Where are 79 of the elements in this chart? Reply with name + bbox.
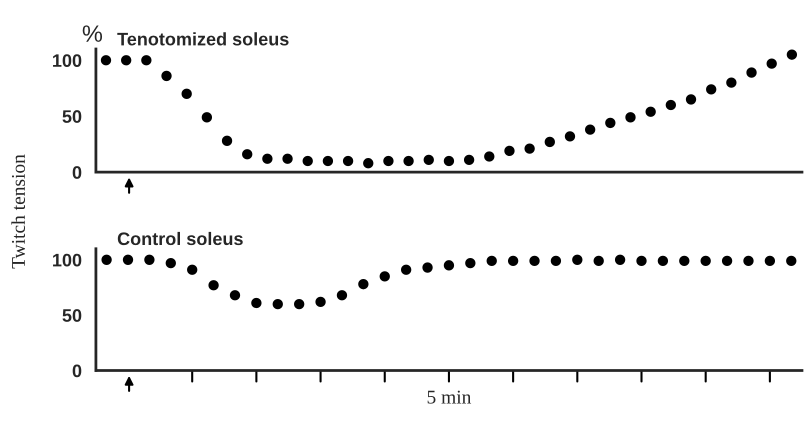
point [464,154,474,165]
point [380,271,390,282]
point [251,298,262,308]
point [444,156,454,166]
point [544,136,555,148]
point [202,112,212,122]
point [342,156,354,166]
point [564,131,576,142]
x-axis-title: 5 min [428,390,472,404]
point [700,256,711,266]
point [144,254,155,265]
point [550,256,562,266]
point [504,146,515,156]
point [122,254,134,265]
y-tick-label: 50 [62,309,82,322]
y-tick-label: 100 [53,54,82,67]
point [363,158,374,168]
point [605,118,616,128]
point [686,94,696,105]
point [484,151,494,162]
point [746,67,757,78]
point [444,260,454,270]
point [242,149,252,160]
y-tick-label: 50 [62,110,82,123]
point [302,156,313,166]
point [182,88,192,99]
point [594,256,604,266]
point [161,70,172,82]
point [262,154,273,164]
point [625,112,636,122]
point [743,256,754,266]
chart-title: Control soleus [118,232,243,246]
point [786,50,798,60]
point [403,156,414,166]
point [658,256,668,266]
point [636,256,647,266]
point [315,296,326,308]
point [282,154,293,164]
point [726,77,737,88]
point [585,124,596,135]
point [322,156,334,166]
point [465,258,476,268]
point [208,280,219,290]
y-axis-title: Twitch tension [11,154,26,269]
point [121,55,132,66]
point [614,254,626,265]
point [572,254,582,265]
point [508,256,518,266]
point [764,256,776,266]
point [401,264,412,275]
y-axis-title: % [82,25,102,42]
point [486,256,497,266]
point [646,106,656,117]
point [141,55,152,66]
point [524,144,535,154]
point [383,156,394,166]
point [272,298,283,310]
point [101,254,112,265]
point [679,256,690,266]
chart-title: Tenotomized soleus [117,32,289,46]
y-tick-label: 100 [53,254,82,267]
point [706,84,716,95]
point [422,262,433,273]
point [222,136,232,146]
point [722,256,732,266]
point [187,264,198,275]
point [336,290,348,300]
y-tick-label: 0 [72,166,82,179]
point [100,55,112,66]
point [529,256,540,266]
point [358,279,369,290]
point [666,100,676,110]
point [786,256,796,266]
point [424,154,434,165]
point [166,258,176,268]
point [230,290,240,300]
point [294,298,304,310]
y-tick-label: 0 [72,364,82,378]
point [766,58,777,69]
